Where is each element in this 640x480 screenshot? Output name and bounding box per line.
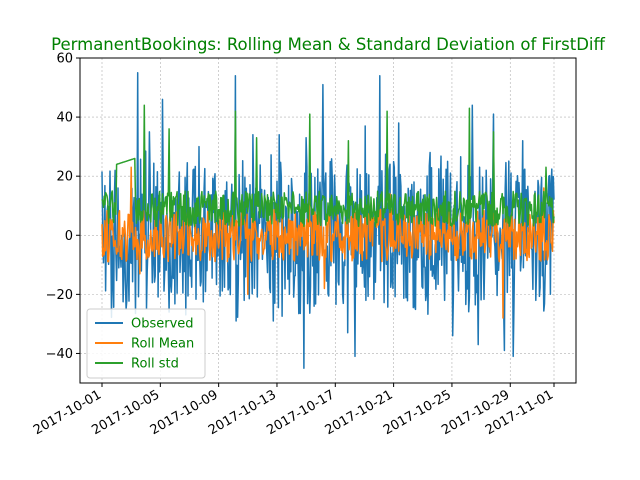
chart-title: PermanentBookings: Rolling Mean & Standa…	[51, 35, 605, 54]
legend-label: Roll std	[131, 357, 179, 372]
legend-label: Roll Mean	[131, 337, 194, 352]
y-tick-label: 0	[65, 229, 73, 244]
y-tick-label: 20	[56, 170, 73, 185]
legend-label: Observed	[131, 317, 194, 332]
legend: Observed Roll Mean Roll std	[87, 309, 205, 378]
y-tick-label: −20	[46, 288, 73, 303]
y-tick-label: −40	[46, 347, 73, 362]
y-tick-label: 40	[56, 111, 73, 126]
y-tick-label: 60	[56, 52, 73, 67]
